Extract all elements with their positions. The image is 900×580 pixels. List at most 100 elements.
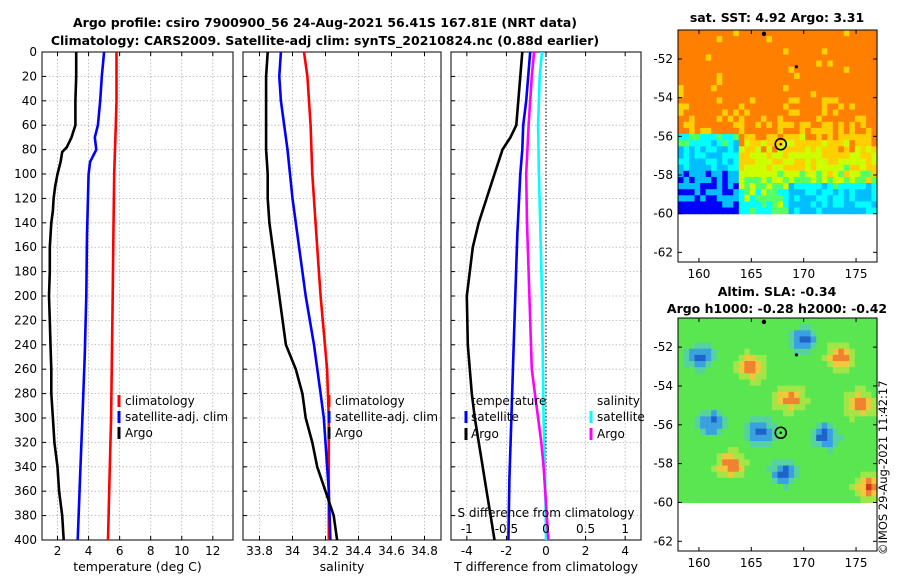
map-cell xyxy=(755,343,761,350)
map-cell xyxy=(744,484,750,491)
map-cell xyxy=(816,373,822,380)
map-cell xyxy=(695,140,701,147)
map-cell xyxy=(684,128,690,135)
map-cell xyxy=(783,97,789,104)
map-cell xyxy=(739,318,745,325)
map-cell xyxy=(849,54,855,61)
map-cell xyxy=(772,159,778,166)
map-cell xyxy=(695,177,701,184)
map-cell xyxy=(805,386,811,393)
map-cell xyxy=(755,85,761,92)
map-cell xyxy=(728,367,734,374)
map-cell xyxy=(805,110,811,117)
map-cell xyxy=(717,349,723,356)
map-cell xyxy=(866,103,872,110)
map-cell xyxy=(844,472,850,479)
map-cell xyxy=(700,373,706,380)
map-cell xyxy=(860,466,866,473)
map-cell xyxy=(827,435,833,442)
map-cell xyxy=(700,410,706,417)
map-cell xyxy=(838,373,844,380)
map-cell xyxy=(800,67,806,74)
map-cell xyxy=(739,423,745,430)
map-cell xyxy=(789,410,795,417)
map-cell xyxy=(739,459,745,466)
map-cell xyxy=(855,398,861,405)
map-cell xyxy=(827,122,833,129)
map-cell xyxy=(811,61,817,68)
map-cell xyxy=(866,392,872,399)
map-cell xyxy=(750,134,756,141)
map-cell xyxy=(700,152,706,159)
map-cell xyxy=(827,183,833,190)
map-cell xyxy=(860,61,866,68)
map-cell xyxy=(822,386,828,393)
map-cell xyxy=(766,171,772,178)
map-cell xyxy=(805,423,811,430)
map-cell xyxy=(827,410,833,417)
map-cell xyxy=(706,177,712,184)
map-cell xyxy=(816,441,822,448)
map-cell xyxy=(778,318,784,325)
map-cell xyxy=(811,336,817,343)
map-cell xyxy=(855,146,861,153)
map-cell xyxy=(816,30,822,37)
map-cell xyxy=(816,459,822,466)
map-cell xyxy=(800,459,806,466)
map-cell xyxy=(761,459,767,466)
map-cell xyxy=(728,67,734,74)
map-cell xyxy=(866,61,872,68)
map-cell xyxy=(766,91,772,98)
map-cell xyxy=(733,343,739,350)
y-tick-label: 300 xyxy=(14,411,37,425)
map-y-tick-label: -54 xyxy=(653,91,673,105)
map-cell xyxy=(744,195,750,202)
map-cell xyxy=(805,91,811,98)
map-cell xyxy=(711,189,717,196)
map-cell xyxy=(822,42,828,49)
map-cell xyxy=(744,324,750,331)
map-cell xyxy=(689,466,695,473)
map-cell xyxy=(755,330,761,337)
map-cell xyxy=(755,490,761,497)
map-cell xyxy=(816,361,822,368)
map-cell xyxy=(800,195,806,202)
map-cell xyxy=(789,441,795,448)
map-cell xyxy=(778,404,784,411)
map-cell xyxy=(822,116,828,123)
map-cell xyxy=(838,404,844,411)
map-cell xyxy=(733,183,739,190)
map-cell xyxy=(733,97,739,104)
map-cell xyxy=(800,441,806,448)
map-cell xyxy=(794,208,800,215)
map-cell xyxy=(811,453,817,460)
map-cell xyxy=(728,152,734,159)
map-cell xyxy=(811,91,817,98)
map-cell xyxy=(711,361,717,368)
map-cell xyxy=(689,373,695,380)
map-cell xyxy=(678,152,684,159)
map-cell xyxy=(778,152,784,159)
map-cell xyxy=(866,189,872,196)
map-cell xyxy=(684,429,690,436)
map-cell xyxy=(717,116,723,123)
map-cell xyxy=(711,478,717,485)
map-cell xyxy=(800,103,806,110)
map-cell xyxy=(772,355,778,362)
map-cell xyxy=(689,183,695,190)
sst-map-title: sat. SST: 4.92 Argo: 3.31 xyxy=(690,10,864,25)
map-cell xyxy=(722,336,728,343)
map-cell xyxy=(805,373,811,380)
map-cell xyxy=(678,453,684,460)
map-cell xyxy=(833,146,839,153)
map-cell xyxy=(700,386,706,393)
map-cell xyxy=(794,490,800,497)
map-cell xyxy=(684,103,690,110)
map-cell xyxy=(733,349,739,356)
map-cell xyxy=(700,208,706,215)
map-cell xyxy=(755,61,761,68)
map-cell xyxy=(866,201,872,208)
map-cell xyxy=(739,429,745,436)
map-cell xyxy=(833,392,839,399)
map-cell xyxy=(794,361,800,368)
